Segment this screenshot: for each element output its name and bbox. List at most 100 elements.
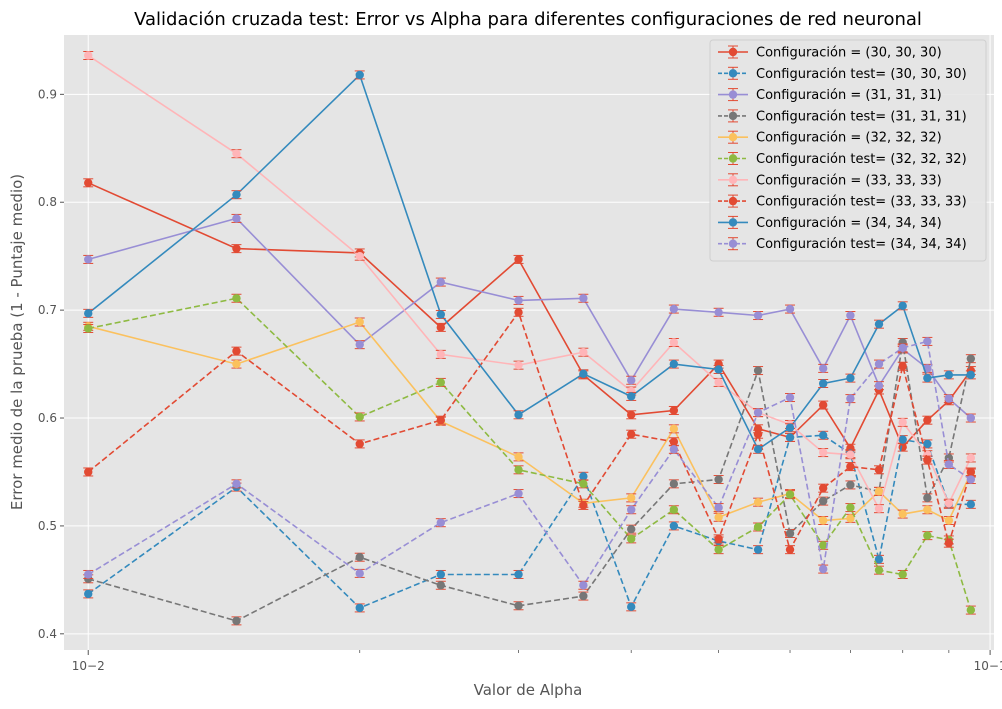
data-point: [436, 350, 446, 359]
data-point: [898, 418, 907, 427]
data-point: [232, 479, 241, 489]
data-point: [714, 503, 723, 512]
data-point: [753, 522, 763, 532]
series-line: [87, 340, 972, 587]
data-point: [355, 340, 364, 349]
data-point: [669, 505, 679, 514]
legend: Configuración = (30, 30, 30) Configuració…: [709, 39, 987, 262]
data-point: [232, 149, 241, 158]
data-point: [669, 406, 679, 415]
ticks: 0.4 0.5 0.6 0.7 0.8 0.9 10−2 10−1: [38, 87, 1002, 673]
data-point: [874, 565, 884, 575]
data-point: [436, 310, 446, 319]
legend-label: Configuración test= (34, 34, 34): [756, 237, 967, 252]
data-point: [514, 570, 523, 579]
data-point: [898, 442, 907, 452]
data-point: [785, 433, 795, 442]
legend-label: Configuración = (33, 33, 33): [756, 173, 942, 188]
data-point: [966, 453, 976, 463]
series-9: [83, 70, 976, 454]
data-point: [785, 529, 795, 538]
data-point: [923, 505, 932, 514]
x-tick-label: 10−2: [72, 659, 105, 673]
data-point: [874, 487, 884, 496]
series-line: [87, 342, 972, 622]
legend-label: Configuración test= (30, 30, 30): [756, 67, 967, 82]
data-point: [232, 346, 241, 356]
legend-label: Configuración test= (32, 32, 32): [756, 152, 967, 167]
y-axis-label: Error medio de la prueba (1 - Puntaje me…: [8, 174, 26, 510]
data-point: [669, 304, 679, 314]
data-point: [966, 500, 976, 509]
data-point: [436, 518, 446, 527]
data-point: [232, 190, 241, 199]
data-point: [436, 277, 446, 287]
data-point: [514, 489, 523, 498]
data-point: [579, 369, 588, 378]
data-point: [514, 410, 523, 419]
legend-label: Configuración = (31, 31, 31): [756, 88, 942, 103]
data-point: [669, 424, 679, 434]
data-point: [714, 475, 723, 484]
data-point: [579, 294, 588, 303]
data-point: [818, 541, 828, 550]
data-point: [514, 601, 523, 610]
data-point: [355, 439, 364, 449]
series-10: [83, 336, 976, 590]
data-point: [669, 437, 679, 446]
legend-marker: [728, 154, 738, 163]
data-point: [846, 373, 855, 383]
data-point: [714, 513, 723, 522]
data-point: [923, 493, 932, 503]
legend-marker: [728, 175, 738, 184]
data-point: [714, 534, 723, 544]
data-point: [818, 400, 828, 410]
data-point: [84, 309, 93, 318]
data-point: [355, 603, 364, 613]
data-point: [714, 308, 723, 317]
data-point: [923, 531, 932, 540]
data-point: [669, 479, 679, 489]
legend-marker: [728, 111, 738, 121]
data-point: [84, 178, 93, 188]
data-point: [846, 450, 855, 459]
data-point: [627, 410, 636, 419]
data-point: [514, 360, 523, 370]
series-layer: [83, 51, 976, 626]
data-point: [514, 308, 523, 317]
data-point: [785, 490, 795, 499]
data-point: [84, 467, 93, 477]
data-point: [898, 435, 907, 444]
data-point: [514, 452, 523, 462]
data-point: [84, 51, 93, 60]
data-point: [753, 408, 763, 417]
data-point: [84, 589, 93, 599]
data-point: [874, 555, 884, 564]
data-point: [436, 323, 446, 332]
data-point: [898, 509, 907, 519]
data-point: [898, 301, 907, 311]
data-point: [355, 251, 364, 261]
grid: [64, 35, 994, 650]
legend-marker: [728, 69, 738, 78]
data-point: [818, 431, 828, 440]
data-point: [898, 570, 907, 579]
legend-marker: [728, 133, 738, 142]
data-point: [874, 319, 884, 329]
data-point: [84, 324, 93, 333]
data-point: [753, 545, 763, 554]
data-point: [753, 366, 763, 375]
data-point: [514, 465, 523, 475]
data-point: [846, 462, 855, 471]
data-point: [944, 499, 954, 508]
data-point: [944, 370, 954, 380]
data-point: [627, 430, 636, 439]
legend-marker: [728, 239, 738, 248]
series-line: [88, 297, 972, 611]
data-point: [944, 460, 954, 469]
legend-box: [709, 39, 987, 262]
data-point: [232, 359, 241, 369]
data-point: [846, 514, 855, 523]
data-point: [846, 480, 855, 490]
